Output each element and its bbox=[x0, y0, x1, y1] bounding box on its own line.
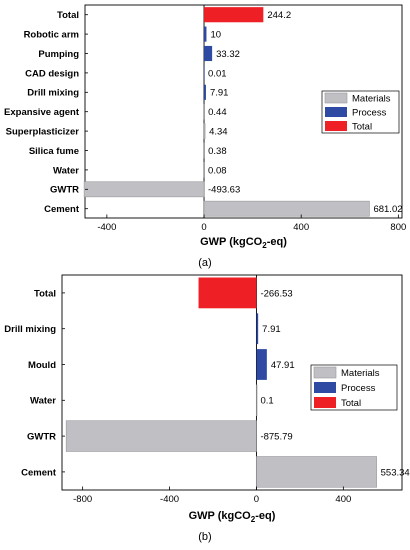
category-label: Expansive agent bbox=[4, 107, 80, 118]
bar-total bbox=[204, 7, 264, 23]
bar-gwtr bbox=[83, 181, 205, 198]
value-label: 33.32 bbox=[216, 49, 240, 60]
value-label: 7.91 bbox=[210, 88, 229, 99]
legend-label: Process bbox=[352, 107, 387, 118]
legend-swatch-materials bbox=[324, 92, 348, 104]
legend-swatch-process bbox=[325, 107, 347, 117]
x-axis-title: GWP (kgCO2-eq) bbox=[200, 236, 287, 250]
x-tick-label: 0 bbox=[254, 494, 259, 505]
category-label: GWTR bbox=[50, 185, 79, 196]
x-tick-label: -400 bbox=[160, 494, 179, 505]
x-axis-title: GWP (kgCO2-eq) bbox=[189, 510, 276, 524]
legend-swatch-process bbox=[314, 382, 336, 393]
legend-swatch-materials bbox=[313, 366, 337, 379]
x-tick-label: -400 bbox=[97, 222, 116, 233]
category-label: Mould bbox=[28, 360, 56, 371]
value-label: -266.53 bbox=[260, 288, 292, 299]
x-tick-label: 0 bbox=[201, 222, 206, 233]
bar-water bbox=[256, 384, 258, 416]
bar-silica-fume bbox=[203, 142, 205, 159]
category-label: GWTR bbox=[27, 432, 56, 443]
bar-robotic-arm bbox=[204, 26, 207, 42]
bar-cement bbox=[203, 200, 370, 217]
category-label: Total bbox=[57, 10, 79, 21]
x-tick-label: 800 bbox=[390, 222, 406, 233]
bar-water bbox=[203, 162, 205, 178]
value-label: -493.63 bbox=[208, 185, 240, 196]
panel-label: (b) bbox=[198, 531, 211, 543]
category-label: Water bbox=[30, 396, 56, 407]
value-label: 10 bbox=[210, 30, 221, 41]
legend: Materials Process Total bbox=[321, 90, 400, 134]
bar-total bbox=[198, 277, 257, 309]
category-label: Cement bbox=[44, 204, 80, 215]
value-label: 4.34 bbox=[209, 127, 228, 138]
legend-label: Total bbox=[341, 398, 361, 409]
legend-label: Materials bbox=[341, 368, 380, 379]
value-label: 0.1 bbox=[260, 396, 273, 407]
legend-swatch-total bbox=[325, 121, 347, 131]
value-label: 0.44 bbox=[208, 107, 227, 118]
category-label: CAD design bbox=[25, 68, 79, 79]
value-label: 0.08 bbox=[208, 165, 227, 176]
value-label: 0.38 bbox=[208, 146, 227, 157]
legend-label: Materials bbox=[352, 93, 391, 104]
bar-gwtr bbox=[65, 420, 257, 452]
category-label: Water bbox=[53, 165, 79, 176]
chart-panel-2: Total -266.53 Drill mixing 7.91 Mould 47.91 Wa… bbox=[4, 274, 410, 543]
plot-frame bbox=[61, 274, 403, 491]
legend: Materials Process Total bbox=[310, 364, 398, 411]
value-label: 0.01 bbox=[208, 68, 227, 79]
value-label: -875.79 bbox=[260, 432, 292, 443]
x-tick-label: 400 bbox=[293, 222, 309, 233]
bar-cement bbox=[256, 456, 377, 488]
category-label: Total bbox=[34, 288, 56, 299]
bar-superplasticizer bbox=[203, 123, 206, 139]
bar-pumping bbox=[204, 45, 213, 62]
value-label: 47.91 bbox=[271, 360, 295, 371]
category-label: Drill mixing bbox=[27, 88, 79, 99]
x-tick-label: -800 bbox=[73, 494, 92, 505]
category-label: Cement bbox=[21, 467, 57, 478]
legend-label: Total bbox=[352, 121, 372, 132]
bar-cad-design bbox=[204, 65, 205, 81]
chart-panel-1: Total 244.2 Robotic arm 10 Pumping 33.32 CAD d… bbox=[4, 4, 406, 269]
x-tick-label: 400 bbox=[335, 494, 351, 505]
category-label: Superplasticizer bbox=[6, 127, 80, 138]
value-label: 7.91 bbox=[262, 324, 281, 335]
bar-drill-mixing bbox=[256, 313, 259, 345]
value-label: 553.34 bbox=[381, 467, 410, 478]
category-label: Robotic arm bbox=[24, 30, 79, 41]
value-label: 244.2 bbox=[267, 10, 291, 21]
category-label: Pumping bbox=[38, 49, 79, 60]
category-label: Drill mixing bbox=[4, 324, 56, 335]
bar-mould bbox=[256, 349, 267, 380]
category-label: Silica fume bbox=[29, 146, 79, 157]
bar-drill-mixing bbox=[204, 84, 206, 100]
legend-label: Process bbox=[341, 383, 376, 394]
legend-swatch-total bbox=[314, 397, 336, 408]
bar-expansive-agent bbox=[203, 103, 205, 120]
value-label: 681.02 bbox=[373, 204, 402, 215]
panel-label: (a) bbox=[198, 257, 211, 269]
